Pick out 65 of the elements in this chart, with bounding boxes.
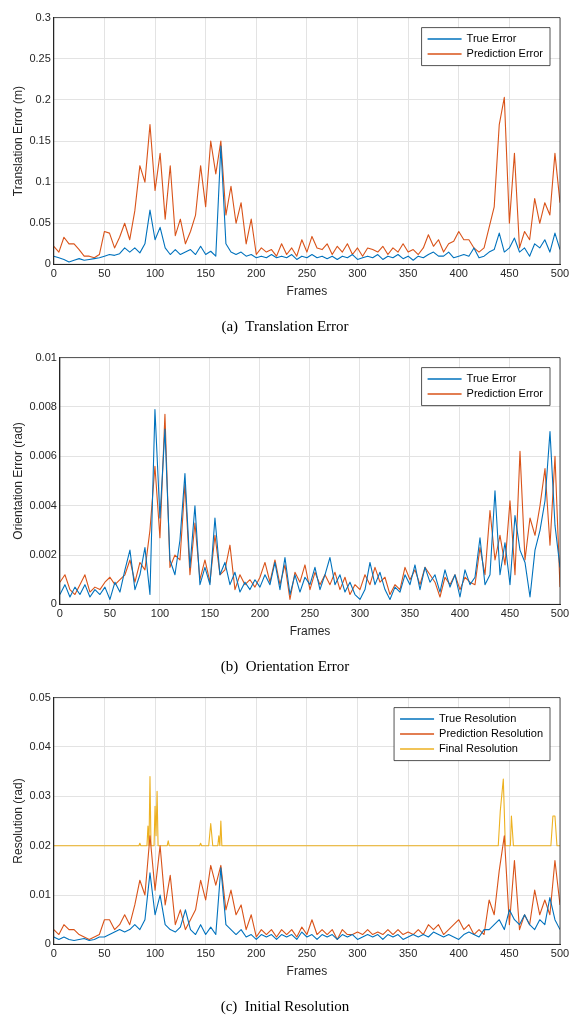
y-tick-label: 0.25 <box>29 51 51 64</box>
y-tick-label: 0.01 <box>29 888 51 901</box>
y-tick-label: 0 <box>50 597 57 610</box>
y-tick-label: 0 <box>44 257 51 270</box>
y-tick-label: 0.03 <box>29 789 51 802</box>
x-tick-label: 400 <box>449 267 468 280</box>
x-tick-label: 250 <box>297 947 317 960</box>
y-tick-label: 0.04 <box>29 739 51 752</box>
legend-label: Prediction Error <box>466 47 544 60</box>
legend-label: True Error <box>466 32 517 45</box>
y-tick-label: 0.3 <box>35 10 51 23</box>
y-tick-label: 0.05 <box>29 690 51 703</box>
x-tick-label: 300 <box>348 947 367 960</box>
y-tick-label: 0 <box>44 937 51 950</box>
x-tick-label: 350 <box>398 267 418 280</box>
legend-label: Final Resolution <box>439 742 518 755</box>
x-tick-label: 150 <box>200 607 220 620</box>
x-tick-label: 200 <box>247 267 266 280</box>
y-tick-label: 0.006 <box>29 449 57 462</box>
x-tick-label: 250 <box>297 267 317 280</box>
x-tick-label: 300 <box>348 267 367 280</box>
x-tick-label: 200 <box>250 607 270 620</box>
legend-label: Prediction Resolution <box>439 727 544 740</box>
legend-label: True Error <box>466 372 517 385</box>
text: (c) Initial Resolution <box>220 997 350 1015</box>
x-tick-label: 450 <box>500 607 520 620</box>
x-tick-label: 450 <box>500 267 519 280</box>
x-tick-label: 50 <box>103 607 117 620</box>
y-axis-title: Translation Error (m) <box>10 85 25 197</box>
x-tick-label: 100 <box>145 947 165 960</box>
y-tick-label: 0.02 <box>29 838 51 851</box>
x-axis-title: Frames <box>289 624 331 639</box>
x-tick-label: 500 <box>550 607 570 620</box>
y-axis-title: Resolution (rad) <box>10 778 25 864</box>
x-tick-label: 250 <box>300 607 320 620</box>
y-tick-label: 0.2 <box>35 92 51 105</box>
legend-label: Prediction Error <box>466 387 544 400</box>
y-tick-label: 0.004 <box>29 498 57 511</box>
x-tick-label: 100 <box>150 607 170 620</box>
y-tick-label: 0.008 <box>29 399 57 412</box>
x-tick-label: 400 <box>450 607 470 620</box>
x-tick-label: 300 <box>350 607 370 620</box>
x-tick-label: 500 <box>550 947 570 960</box>
x-tick-label: 50 <box>98 267 111 280</box>
x-tick-label: 100 <box>145 267 165 280</box>
y-tick-label: 0.01 <box>35 350 57 363</box>
x-axis-title: Frames <box>286 284 328 299</box>
x-tick-label: 350 <box>398 947 418 960</box>
text: (b) Orientation Error <box>220 657 350 675</box>
x-tick-label: 350 <box>400 607 420 620</box>
text: (a) Translation Error <box>221 317 349 335</box>
x-axis-title: Frames <box>286 964 328 979</box>
x-tick-label: 50 <box>98 947 111 960</box>
x-tick-label: 450 <box>500 947 519 960</box>
y-tick-label: 0.1 <box>35 175 51 188</box>
y-tick-label: 0.002 <box>29 548 57 561</box>
x-tick-label: 150 <box>196 947 215 960</box>
x-tick-label: 400 <box>449 947 468 960</box>
y-tick-label: 0.15 <box>29 134 51 147</box>
y-axis-title: Orientation Error (rad) <box>10 422 25 540</box>
legend-label: True Resolution <box>439 712 517 725</box>
x-tick-label: 150 <box>196 267 215 280</box>
y-tick-label: 0.05 <box>29 216 51 229</box>
x-tick-label: 500 <box>550 267 570 280</box>
x-tick-label: 200 <box>247 947 266 960</box>
